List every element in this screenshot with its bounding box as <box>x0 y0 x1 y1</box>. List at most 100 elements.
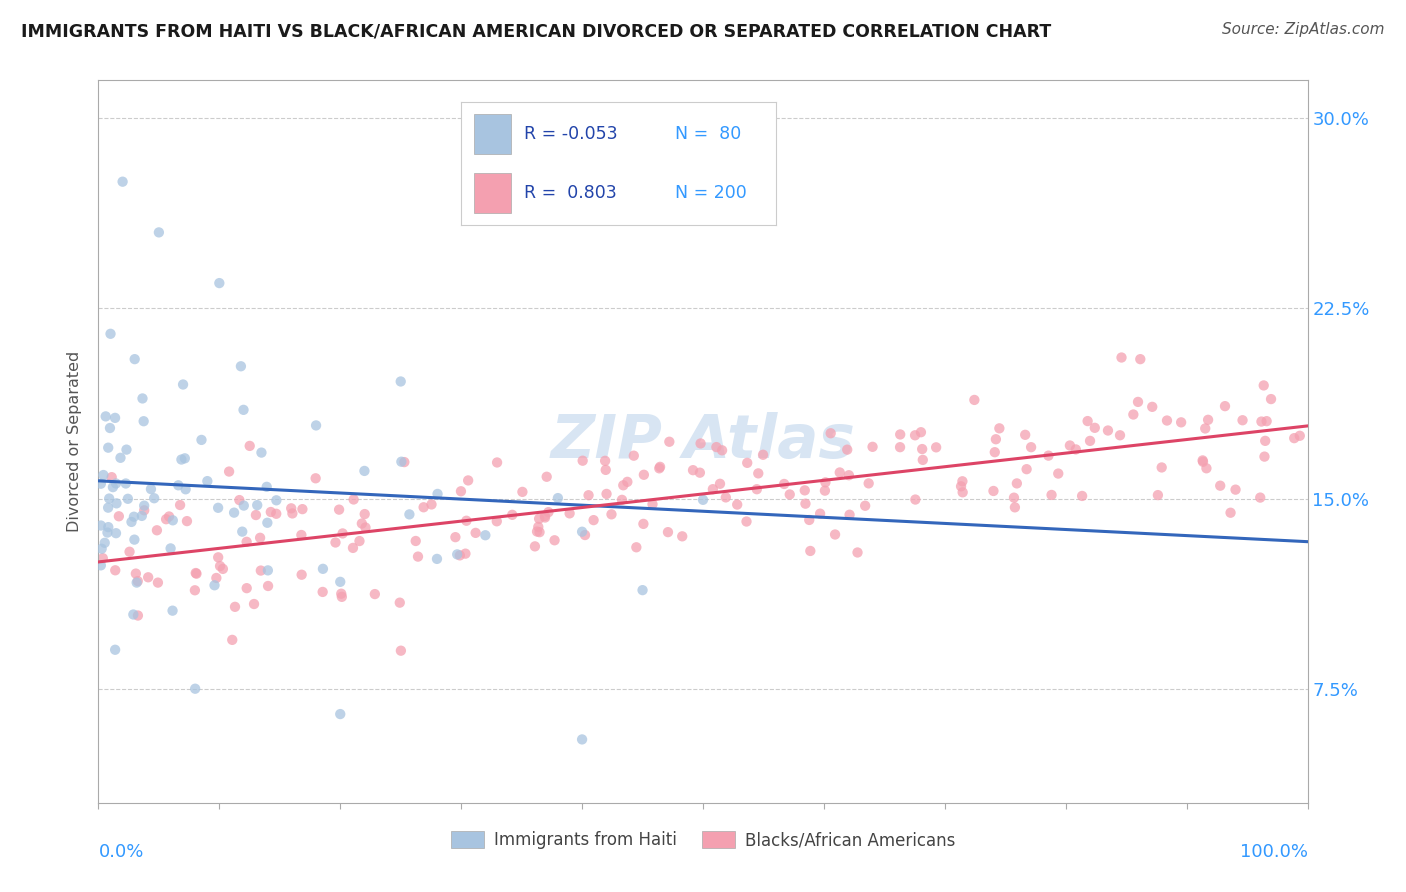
Point <box>633 516 655 531</box>
Point <box>235 534 257 549</box>
Point <box>1002 491 1025 505</box>
Point <box>173 451 195 466</box>
Point <box>127 608 149 623</box>
Legend: Immigrants from Haiti, Blacks/African Americans: Immigrants from Haiti, Blacks/African Am… <box>444 824 962 856</box>
Point <box>616 475 638 489</box>
Point <box>735 456 758 470</box>
Point <box>1122 408 1144 422</box>
Point <box>350 516 373 531</box>
Point <box>1064 442 1087 457</box>
Point <box>862 440 884 454</box>
Point <box>353 464 375 478</box>
Point <box>794 497 817 511</box>
Point <box>281 507 304 521</box>
Point <box>222 506 245 520</box>
Point <box>837 442 859 457</box>
Point <box>125 575 148 590</box>
Point <box>232 499 254 513</box>
Point <box>172 377 194 392</box>
Point <box>121 515 143 529</box>
Point <box>136 570 159 584</box>
Point <box>139 482 162 496</box>
Point <box>904 428 927 442</box>
Point <box>450 484 472 499</box>
Point <box>773 477 796 491</box>
Point <box>305 418 328 433</box>
Point <box>1129 352 1152 367</box>
Point <box>631 583 654 598</box>
Point <box>444 530 467 544</box>
Point <box>446 547 468 561</box>
Point <box>195 474 218 488</box>
Point <box>169 498 191 512</box>
Point <box>582 513 605 527</box>
Point <box>1004 500 1026 515</box>
Point <box>846 545 869 559</box>
Point <box>1197 413 1219 427</box>
Point <box>207 500 229 515</box>
Point <box>543 533 565 548</box>
Point <box>547 491 569 505</box>
Point <box>250 445 273 459</box>
Point <box>96 525 118 540</box>
Text: ZIP Atlas: ZIP Atlas <box>551 412 855 471</box>
Point <box>93 468 115 483</box>
Point <box>702 482 724 496</box>
Point <box>1142 400 1164 414</box>
Point <box>1097 424 1119 438</box>
Point <box>983 483 1005 498</box>
Point <box>1191 453 1213 467</box>
Point <box>118 545 141 559</box>
Point <box>328 502 350 516</box>
Point <box>389 375 412 389</box>
Point <box>799 513 821 527</box>
Point <box>1170 415 1192 429</box>
Point <box>94 409 117 424</box>
Point <box>1194 421 1216 435</box>
Point <box>229 359 252 374</box>
Point <box>558 507 581 521</box>
Point <box>474 528 496 542</box>
Point <box>1147 488 1170 502</box>
Point <box>950 479 973 493</box>
Point <box>910 425 932 440</box>
Point <box>97 441 120 455</box>
Point <box>239 439 262 453</box>
Point <box>389 455 412 469</box>
Point <box>527 512 550 526</box>
Point <box>104 526 127 541</box>
Point <box>449 549 471 563</box>
Point <box>148 226 170 240</box>
Point <box>529 525 551 540</box>
Point <box>612 478 634 492</box>
Text: 0.0%: 0.0% <box>98 843 143 861</box>
Point <box>131 392 153 406</box>
Point <box>389 643 412 657</box>
Point <box>464 525 486 540</box>
Point <box>706 440 728 454</box>
Point <box>950 475 973 489</box>
Point <box>853 499 876 513</box>
Point <box>105 496 128 510</box>
Point <box>97 520 120 534</box>
Point <box>536 469 558 483</box>
Point <box>793 483 815 498</box>
Point <box>104 642 127 657</box>
Point <box>1078 434 1101 448</box>
Point <box>111 175 134 189</box>
Point <box>117 491 139 506</box>
Point <box>641 497 664 511</box>
Point <box>689 436 711 450</box>
Point <box>1014 427 1036 442</box>
Point <box>207 550 229 565</box>
Point <box>1084 421 1107 435</box>
Point <box>212 562 235 576</box>
Point <box>364 587 387 601</box>
Point <box>963 392 986 407</box>
Point <box>291 567 314 582</box>
Point <box>1077 414 1099 428</box>
Point <box>90 541 112 556</box>
Point <box>104 476 127 491</box>
Point <box>205 571 228 585</box>
Point <box>527 520 550 534</box>
